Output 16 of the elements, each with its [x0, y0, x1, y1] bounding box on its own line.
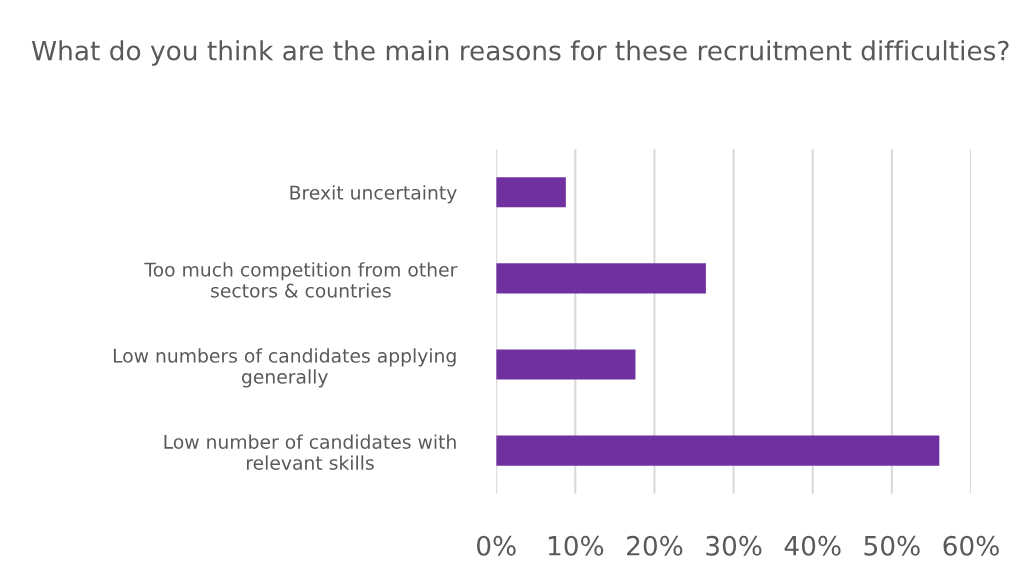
x-tick-label: 30% [706, 535, 762, 556]
bar [496, 177, 566, 208]
y-tick-label: Brexit uncertainty [290, 185, 457, 204]
y-tick-label: Low numbers of candidates applying generally [113, 348, 456, 388]
x-tick-label: 10% [548, 535, 604, 556]
bar [496, 349, 636, 380]
y-tick-label: Too much competition from other sectors & countries [144, 262, 458, 298]
bar [496, 435, 940, 466]
y-tick-label: Low number of candidates with relevant skills [164, 434, 456, 470]
x-tick-label: 20% [627, 535, 683, 556]
x-tick-label: 60% [943, 535, 999, 556]
x-tick-label: 50% [864, 535, 920, 556]
chart-title: What do you think are the main reasons for these recruitment difficulties? [31, 40, 1009, 66]
x-tick-label: 40% [784, 535, 841, 556]
x-tick-label: 0% [477, 535, 516, 556]
bar [496, 263, 706, 294]
